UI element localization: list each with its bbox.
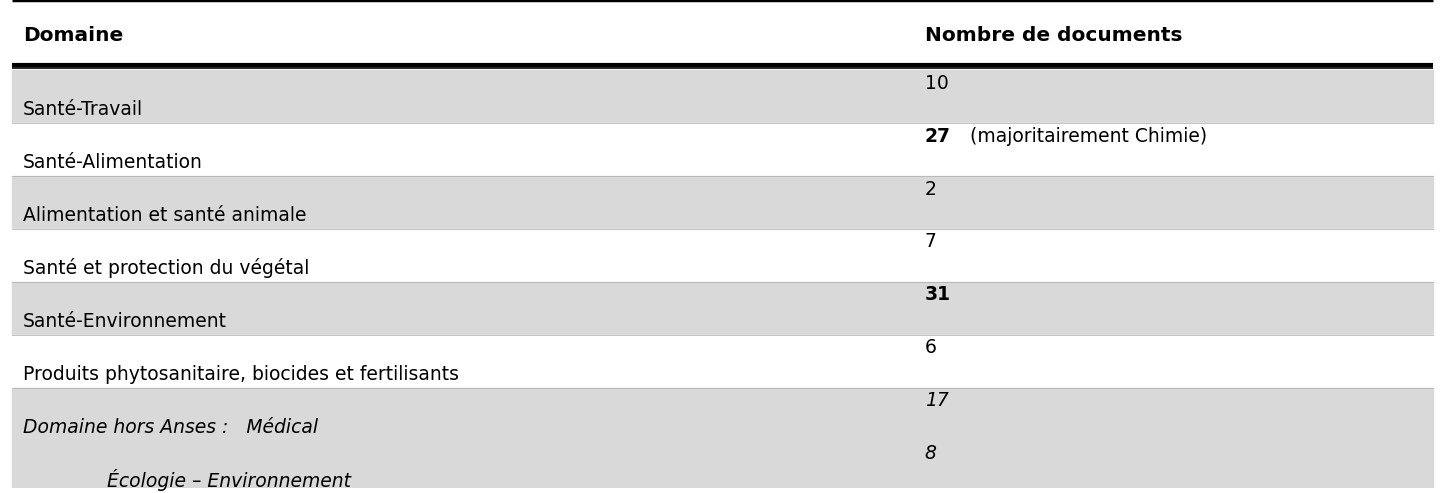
Bar [12,282,1433,335]
Bar [12,387,1433,493]
Text: 6: 6 [925,338,936,357]
Bar [12,0,1433,65]
Text: 27: 27 [925,127,951,145]
Text: Santé-Travail: Santé-Travail [23,100,143,119]
Bar [12,229,1433,282]
Text: 31: 31 [925,285,951,304]
Text: Alimentation et santé animale: Alimentation et santé animale [23,206,306,225]
Text: 17: 17 [925,391,948,410]
Text: 10: 10 [925,73,948,93]
Text: (majoritairement Chimie): (majoritairement Chimie) [964,127,1207,145]
Text: Produits phytosanitaire, biocides et fertilisants: Produits phytosanitaire, biocides et fer… [23,365,460,384]
Text: 8: 8 [925,444,936,463]
Text: Nombre de documents: Nombre de documents [925,26,1182,45]
Bar [12,123,1433,176]
Bar [12,70,1433,123]
Text: Santé-Environnement: Santé-Environnement [23,312,227,331]
Text: Écologie – Environnement: Écologie – Environnement [23,469,351,491]
Text: Domaine hors Anses :   Médical: Domaine hors Anses : Médical [23,418,318,437]
Text: 2: 2 [925,179,936,199]
Text: 7: 7 [925,233,936,251]
Text: Santé-Alimentation: Santé-Alimentation [23,153,202,172]
Bar [12,176,1433,229]
Bar [12,335,1433,387]
Text: Santé et protection du végétal: Santé et protection du végétal [23,258,309,279]
Text: Domaine: Domaine [23,26,123,45]
